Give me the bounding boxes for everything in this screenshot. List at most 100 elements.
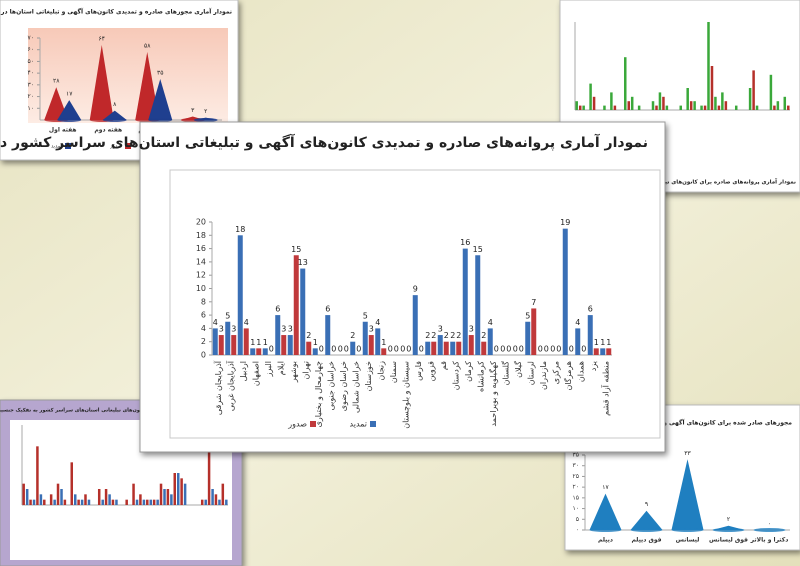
x-tick-label: گلستان — [500, 361, 510, 386]
bar — [207, 425, 211, 505]
data-label: ۱۷ — [602, 484, 609, 491]
bar — [56, 483, 60, 505]
bar — [135, 499, 139, 505]
bar — [630, 96, 634, 110]
bar — [101, 499, 104, 505]
data-label: 3 — [288, 325, 293, 334]
bar — [22, 483, 25, 505]
data-label: ۳۳ — [684, 450, 691, 457]
x-tick-label: لرستان — [526, 361, 535, 385]
chart-title: مجوزهای صادر شده برای کانون‌های آگهی و ت… — [575, 418, 792, 427]
bar — [200, 499, 204, 505]
data-label: 5 — [525, 311, 530, 320]
x-tick-label: کرمان — [464, 361, 473, 382]
bar — [783, 96, 787, 110]
data-label: 1 — [594, 338, 599, 347]
bar — [637, 105, 641, 110]
bar — [211, 489, 214, 505]
x-tick-label: منطقه آزاد قشم — [600, 361, 610, 416]
data-label: 4 — [575, 318, 580, 327]
bar — [693, 101, 696, 110]
main-chart: نمودار آماری پروانه‌های صادره و تمدیدی ک… — [0, 133, 648, 429]
data-label: 3 — [469, 325, 474, 334]
data-label: 15 — [473, 245, 483, 254]
bar — [582, 105, 585, 110]
bar — [212, 328, 218, 355]
data-label: 0 — [519, 345, 524, 354]
y-tick-label: ۱۰ — [573, 505, 579, 512]
bar — [132, 483, 135, 505]
x-tick-label: آذربایجان شرقی — [213, 360, 223, 415]
legend-label: تمدید — [51, 144, 63, 150]
bar — [703, 105, 707, 110]
bar — [624, 57, 627, 110]
bar — [163, 489, 166, 505]
data-label: 15 — [291, 245, 301, 254]
bar — [293, 255, 299, 355]
y-tick-label: 6 — [201, 311, 206, 320]
bar — [180, 478, 183, 505]
data-label: 2 — [431, 331, 436, 340]
data-label: 4 — [244, 318, 249, 327]
data-label: 5 — [363, 311, 368, 320]
bar — [589, 83, 592, 110]
bar — [613, 105, 617, 110]
data-label: ۳۵ — [157, 70, 163, 77]
y-tick-label: 10 — [196, 284, 206, 293]
y-tick-label: ۰ — [576, 527, 579, 534]
bar — [300, 268, 306, 355]
data-label: 6 — [588, 305, 593, 314]
bar — [142, 499, 146, 505]
bar — [275, 315, 281, 355]
bar — [487, 328, 493, 355]
x-tick-label: اردبیل — [239, 361, 248, 381]
y-tick-label: 8 — [201, 297, 206, 306]
legend-swatch — [65, 143, 71, 149]
data-label: 16 — [460, 238, 470, 247]
x-tick-label: مرکزی — [551, 361, 560, 384]
bar — [368, 335, 374, 355]
bar — [468, 335, 474, 355]
cone-base — [589, 528, 622, 532]
bar — [74, 494, 77, 505]
data-label: 0 — [331, 345, 336, 354]
data-label: 0 — [544, 345, 549, 354]
x-tick-label: یزد — [589, 361, 598, 371]
y-tick-label: ۳۰ — [28, 81, 34, 88]
data-label: 1 — [313, 338, 318, 347]
data-label: ۲ — [204, 108, 207, 115]
bar — [262, 348, 268, 355]
data-label: 13 — [298, 258, 308, 267]
x-tick-label: کردستان — [451, 361, 460, 390]
bar — [362, 321, 368, 355]
bar — [53, 499, 56, 505]
x-tick-label: خراسان رضوی — [339, 361, 348, 411]
cone-base — [712, 528, 745, 532]
bar — [714, 96, 717, 110]
cone — [671, 459, 704, 530]
bar — [700, 105, 703, 110]
bar — [115, 499, 118, 505]
data-label: 3 — [231, 325, 236, 334]
bar — [689, 101, 693, 110]
data-label: 7 — [531, 298, 536, 307]
cone-base — [753, 528, 786, 532]
x-tick-label: لیسانس — [676, 537, 700, 544]
y-tick-label: ۲۰ — [28, 93, 34, 100]
data-label: 1 — [381, 338, 386, 347]
x-tick-label: سمنان — [389, 361, 398, 383]
data-label: 2 — [306, 331, 311, 340]
cone-base — [57, 118, 82, 122]
x-tick-label: البرز — [264, 361, 273, 377]
data-label: 0 — [344, 345, 349, 354]
data-label: 4 — [375, 318, 380, 327]
bar — [29, 499, 32, 505]
legend-swatch — [125, 143, 131, 149]
bar — [173, 473, 176, 505]
cone-base — [102, 118, 127, 122]
y-tick-label: 0 — [201, 351, 206, 360]
bar — [43, 499, 46, 505]
legend-swatch — [370, 421, 376, 427]
bar — [531, 308, 537, 355]
